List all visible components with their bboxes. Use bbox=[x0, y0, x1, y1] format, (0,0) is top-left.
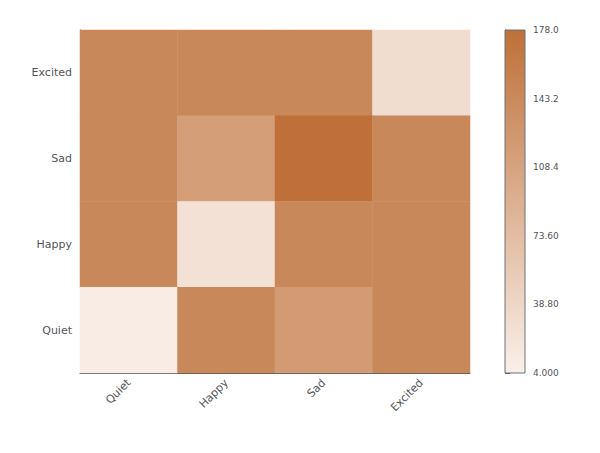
svg-text:178.0: 178.0 bbox=[533, 25, 559, 35]
svg-text:Happy: Happy bbox=[197, 376, 232, 411]
svg-text:Sad: Sad bbox=[51, 152, 72, 165]
svg-text:38.80: 38.80 bbox=[533, 299, 559, 309]
svg-text:Quiet: Quiet bbox=[103, 376, 134, 407]
svg-text:Excited: Excited bbox=[32, 66, 72, 79]
svg-text:Sad: Sad bbox=[305, 376, 329, 400]
svg-text:143.2: 143.2 bbox=[533, 94, 559, 104]
svg-text:Quiet: Quiet bbox=[42, 324, 72, 337]
svg-text:Happy: Happy bbox=[37, 238, 73, 251]
svg-text:73.60: 73.60 bbox=[533, 231, 559, 241]
svg-text:4.000: 4.000 bbox=[533, 368, 559, 378]
svg-text:Excited: Excited bbox=[388, 376, 426, 414]
svg-text:108.4: 108.4 bbox=[533, 162, 559, 172]
